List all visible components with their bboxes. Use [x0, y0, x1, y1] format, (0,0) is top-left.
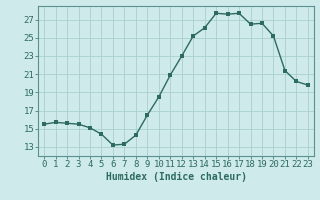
X-axis label: Humidex (Indice chaleur): Humidex (Indice chaleur): [106, 172, 246, 182]
